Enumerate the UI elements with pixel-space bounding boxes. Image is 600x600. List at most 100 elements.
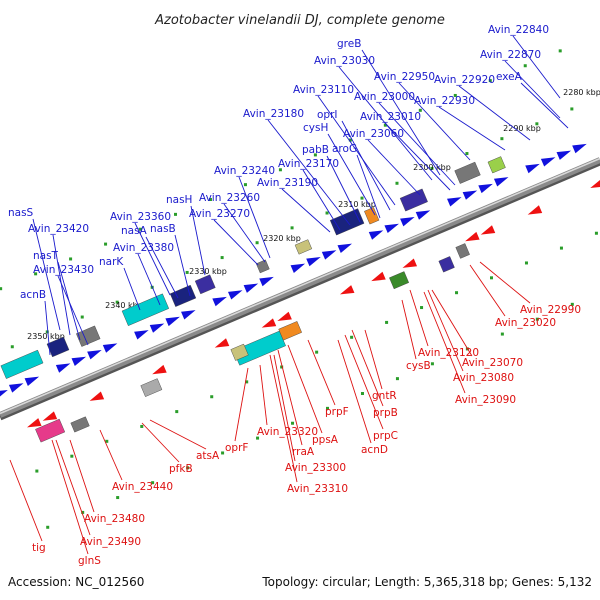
feature-block	[454, 161, 481, 184]
forward-connector	[238, 176, 271, 259]
reverse-arrow	[590, 178, 600, 189]
reverse-gene-label: Avin_23070	[462, 357, 523, 369]
guide-dot	[488, 79, 492, 83]
gene-labels: Avin_22840Avin_22870exeAAvin_22920Avin_2…	[8, 24, 581, 567]
forward-connector	[32, 218, 61, 331]
reverse-gene-label: prpC	[373, 430, 398, 442]
forward-gene-label: nasB	[150, 223, 176, 235]
axis-line	[0, 157, 600, 418]
reverse-connector	[287, 344, 323, 434]
feature-block	[169, 284, 197, 307]
guide-dot	[175, 410, 179, 414]
feature-block	[255, 259, 270, 274]
reverse-connector	[273, 354, 296, 462]
reverse-arrow	[371, 271, 386, 282]
reverse-gene-label: prpB	[373, 407, 398, 419]
scale-tick-label: 2280 kbp	[563, 88, 600, 97]
reverse-connector	[479, 261, 531, 304]
guide-dot	[256, 436, 260, 440]
guide-dot	[490, 276, 494, 280]
guide-dot	[208, 198, 212, 202]
reverse-arrow	[339, 285, 355, 295]
forward-connector	[123, 267, 141, 311]
reverse-gene-label: Avin_22990	[520, 304, 581, 316]
guide-dot	[558, 49, 562, 53]
forward-gene-label: nasS	[8, 207, 34, 219]
forward-gene-label: Avin_23190	[257, 177, 318, 189]
forward-gene-label: Avin_23270	[189, 208, 250, 220]
scale-tick-label: 2330 kbp	[189, 267, 227, 276]
guide-dot	[45, 330, 49, 334]
guide-dot	[243, 183, 247, 187]
axis-highlight	[0, 157, 600, 415]
guide-dot	[245, 380, 249, 384]
reverse-connector	[149, 419, 207, 450]
forward-connector	[326, 155, 361, 223]
forward-arrow	[556, 150, 572, 160]
forward-arrow	[71, 356, 87, 367]
reverse-gene-label: ppsA	[312, 434, 339, 446]
reverse-arrow	[42, 411, 58, 421]
guide-dot	[500, 137, 504, 141]
guide-dot	[395, 181, 399, 185]
reverse-arrow	[480, 225, 496, 235]
forward-connector	[134, 222, 171, 296]
feature-block	[278, 321, 302, 341]
forward-connector	[190, 205, 206, 276]
reverse-connector	[259, 364, 268, 426]
guide-dot	[418, 108, 422, 112]
reverse-gene-label: cysB	[406, 360, 431, 372]
guide-dot	[385, 320, 389, 324]
guide-dot	[291, 421, 295, 425]
guide-dot	[70, 454, 74, 458]
reverse-gene-label: acnD	[361, 444, 388, 456]
feature-block	[455, 243, 470, 259]
forward-connector	[57, 275, 89, 346]
guide-dot	[535, 122, 539, 126]
feature-block	[438, 256, 455, 273]
forward-connector	[302, 169, 341, 231]
forward-gene-label: Avin_23000	[354, 91, 415, 103]
forward-connector	[504, 60, 561, 119]
reverse-gene-label: Avin_23310	[287, 483, 348, 495]
feature-block	[364, 207, 380, 225]
reverse-connector	[99, 429, 123, 481]
forward-gene-label: Avin_23030	[314, 55, 375, 67]
guide-dot	[325, 406, 329, 410]
forward-arrow	[368, 230, 384, 240]
guide-dot	[140, 424, 144, 428]
forward-arrow	[384, 223, 399, 234]
guide-dot	[594, 231, 598, 235]
forward-connector	[145, 236, 179, 299]
scale-tick-label: 2310 kbp	[338, 200, 376, 209]
forward-arrow	[493, 177, 509, 187]
forward-gene-label: greB	[337, 38, 361, 50]
feature-block	[121, 293, 170, 326]
reverse-connector	[51, 439, 89, 555]
forward-gene-label: Avin_23180	[243, 108, 304, 120]
forward-arrow	[525, 163, 540, 174]
scale-tick-label: 2290 kbp	[503, 124, 541, 133]
forward-arrow	[462, 190, 478, 200]
forward-arrow	[24, 376, 40, 386]
forward-gene-label: Avin_23010	[360, 111, 421, 123]
forward-gene-label: Avin_23110	[293, 84, 354, 96]
forward-gene-label: Avin_22930	[414, 95, 475, 107]
guide-dot	[455, 291, 459, 295]
forward-gene-label: Avin_23060	[343, 128, 404, 140]
guide-dot	[350, 335, 354, 339]
guide-dot	[430, 166, 434, 170]
forward-arrow	[181, 310, 196, 320]
forward-arrow	[259, 276, 274, 287]
scale-tick-label: 2350 kbp	[27, 332, 65, 341]
reverse-gene-label: Avin_23300	[285, 462, 346, 474]
reverse-connector	[431, 289, 473, 357]
guide-dot	[46, 525, 50, 529]
feature-block	[70, 416, 90, 433]
reverse-arrow	[527, 205, 543, 215]
reverse-arrow	[465, 231, 480, 242]
reverse-gene-label: gntR	[372, 390, 397, 402]
forward-gene-label: exeA	[496, 71, 523, 83]
forward-connector	[458, 85, 531, 141]
feature-block	[230, 343, 249, 361]
